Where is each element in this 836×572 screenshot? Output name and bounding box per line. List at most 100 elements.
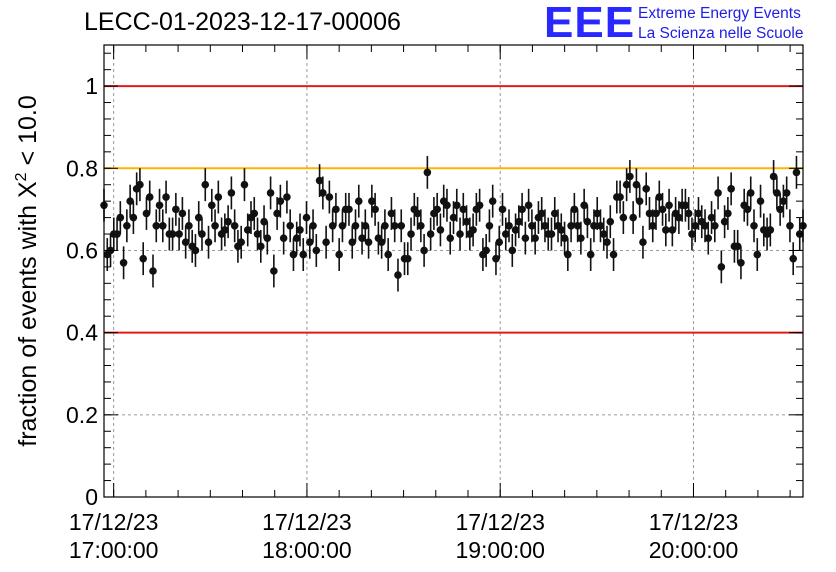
marker <box>639 238 647 247</box>
data-point <box>753 238 762 271</box>
marker <box>606 217 615 226</box>
marker <box>648 222 657 230</box>
data-point <box>185 209 193 243</box>
data-point <box>377 225 386 259</box>
marker <box>711 222 719 230</box>
data-point <box>250 197 259 230</box>
marker <box>149 267 157 275</box>
marker <box>185 222 193 230</box>
data-point <box>230 209 239 243</box>
data-point <box>792 155 801 189</box>
data-point <box>452 188 461 222</box>
marker <box>570 205 579 214</box>
marker <box>214 193 223 201</box>
data-point <box>622 168 631 202</box>
data-point <box>172 192 180 226</box>
data-point <box>564 238 572 271</box>
marker <box>456 230 464 238</box>
data-point <box>488 184 497 218</box>
data-point <box>658 192 667 226</box>
marker <box>652 209 660 218</box>
marker <box>172 205 180 214</box>
data-point <box>707 201 716 235</box>
x-tick-date-label: 17/12/23 <box>69 509 159 535</box>
marker <box>560 234 569 242</box>
data-point <box>547 217 556 251</box>
marker <box>273 209 281 218</box>
data-point <box>319 176 327 210</box>
data-point <box>789 242 798 276</box>
marker <box>253 230 262 238</box>
data-point <box>423 155 432 189</box>
data-point <box>773 176 781 210</box>
marker <box>704 234 713 242</box>
marker <box>423 168 432 177</box>
data-point <box>475 188 484 222</box>
marker <box>368 197 376 205</box>
data-point <box>766 213 775 247</box>
data-point <box>639 225 647 259</box>
data-point <box>586 238 595 271</box>
marker <box>390 222 399 230</box>
data-point <box>328 209 337 243</box>
marker <box>162 193 170 201</box>
data-point <box>508 234 517 267</box>
marker <box>227 189 236 197</box>
marker <box>501 230 510 238</box>
data-point <box>704 221 713 255</box>
marker <box>707 213 716 222</box>
data-point <box>119 246 128 280</box>
data-point <box>756 184 765 218</box>
data-point <box>207 188 216 222</box>
marker <box>629 213 637 222</box>
data-point <box>145 180 154 214</box>
marker <box>488 197 497 205</box>
marker <box>655 193 664 201</box>
data-point <box>652 197 660 230</box>
marker <box>668 226 677 234</box>
marker <box>773 189 781 197</box>
data-point <box>325 180 334 214</box>
marker <box>403 254 412 263</box>
data-point <box>158 209 167 243</box>
x-tick-time-label: 19:00:00 <box>455 537 545 563</box>
marker <box>717 263 726 271</box>
y-axis-label-part: X <box>14 181 42 198</box>
data-point <box>779 184 788 218</box>
marker <box>240 180 249 189</box>
marker <box>289 250 298 259</box>
marker <box>446 234 455 242</box>
data-point <box>492 242 500 276</box>
marker <box>557 226 566 234</box>
marker <box>675 213 683 222</box>
data-point <box>168 217 177 251</box>
data-point <box>299 238 308 271</box>
marker <box>270 267 278 275</box>
data-point <box>322 225 330 259</box>
marker <box>645 209 654 218</box>
marker <box>207 201 216 210</box>
marker <box>305 238 314 247</box>
data-point <box>619 201 628 235</box>
data-point <box>270 254 278 288</box>
data-point <box>240 168 249 202</box>
data-point <box>338 209 347 243</box>
data-point <box>201 168 210 202</box>
data-point <box>426 217 435 251</box>
marker <box>279 234 288 242</box>
data-point <box>580 188 588 222</box>
data-point <box>162 180 170 214</box>
marker <box>145 193 154 201</box>
x-tick-time-label: 20:00:00 <box>649 537 739 563</box>
marker <box>322 238 330 247</box>
marker <box>319 189 327 197</box>
y-axis-label-superscript: 2 <box>13 172 30 181</box>
marker <box>394 271 402 279</box>
marker <box>113 230 121 238</box>
marker <box>779 197 788 205</box>
data-point <box>237 225 245 259</box>
logo-mark: EEE <box>544 0 636 47</box>
data-point <box>786 209 794 243</box>
data-point <box>178 197 187 230</box>
